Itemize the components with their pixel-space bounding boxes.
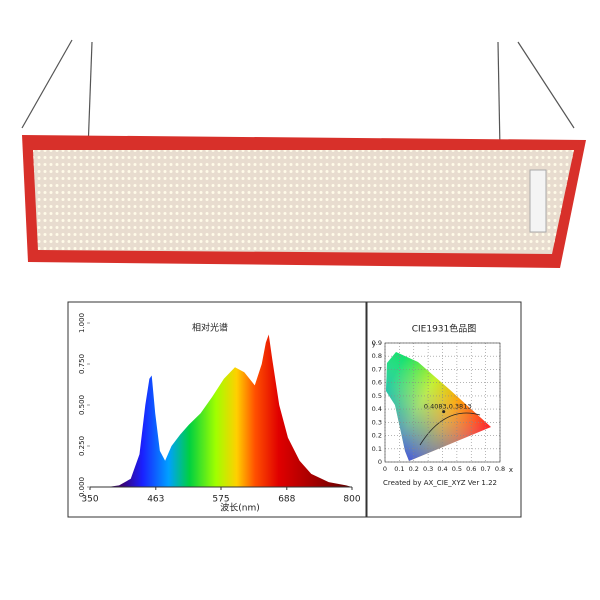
x-tick-label: 0.5 (452, 465, 462, 473)
planck-locus (419, 412, 481, 446)
chromaticity-point (442, 410, 446, 414)
x-tick-label: 0.3 (423, 465, 433, 473)
x-tick-label: 0.4 (437, 465, 447, 473)
x-axis-label: 波长(nm) (220, 502, 260, 514)
x-tick-label: 800 (343, 495, 360, 505)
x-tick-label: 0.7 (480, 465, 490, 473)
y-tick-label: 0.750 (78, 354, 86, 374)
x-tick-label: 0 (383, 465, 387, 473)
y-tick-label: 0.1 (372, 445, 382, 453)
y-tick-label: 1.000 (78, 313, 86, 333)
plot-border (384, 342, 501, 463)
y-axis-label: y (372, 340, 376, 348)
x-tick-label: 688 (278, 495, 295, 505)
x-tick-label: 0.8 (495, 465, 505, 473)
lamp (21, 39, 586, 268)
y-tick-label: 0.6 (372, 379, 382, 387)
point-label: 0.4083,0.3813 (424, 403, 472, 411)
x-tick-label: 575 (212, 495, 229, 505)
x-tick-label: 0.6 (466, 465, 476, 473)
y-tick-label: 0.8 (372, 352, 382, 360)
y-tick-label: 0.3 (372, 418, 382, 426)
y-tick-label: 0.5 (372, 392, 382, 400)
footer: Created by AX_CIE_XYZ Ver 1.22 (383, 479, 497, 487)
y-tick-label: 0.000 (78, 477, 86, 497)
chart-title: 相对光谱 (192, 322, 228, 334)
x-tick-label: 0.2 (409, 465, 419, 473)
x-tick-label: 0.1 (394, 465, 404, 473)
x-axis-label: x (509, 466, 513, 474)
y-tick-label: 0.2 (372, 432, 382, 440)
cie-locus-blue (386, 352, 491, 461)
chart-title: CIE1931色品图 (412, 323, 477, 335)
y-tick-label: 0.4 (372, 405, 382, 413)
y-tick-label: 0.9 (372, 339, 382, 347)
x-tick-label: 463 (147, 495, 164, 505)
y-tick-label: 0.250 (78, 436, 86, 456)
spectrum-area (107, 334, 352, 487)
x-tick-label: 350 (81, 495, 98, 505)
y-tick-label: 0.7 (372, 365, 382, 373)
y-tick-label: 0 (378, 458, 382, 466)
y-tick-label: 0.500 (78, 395, 86, 415)
